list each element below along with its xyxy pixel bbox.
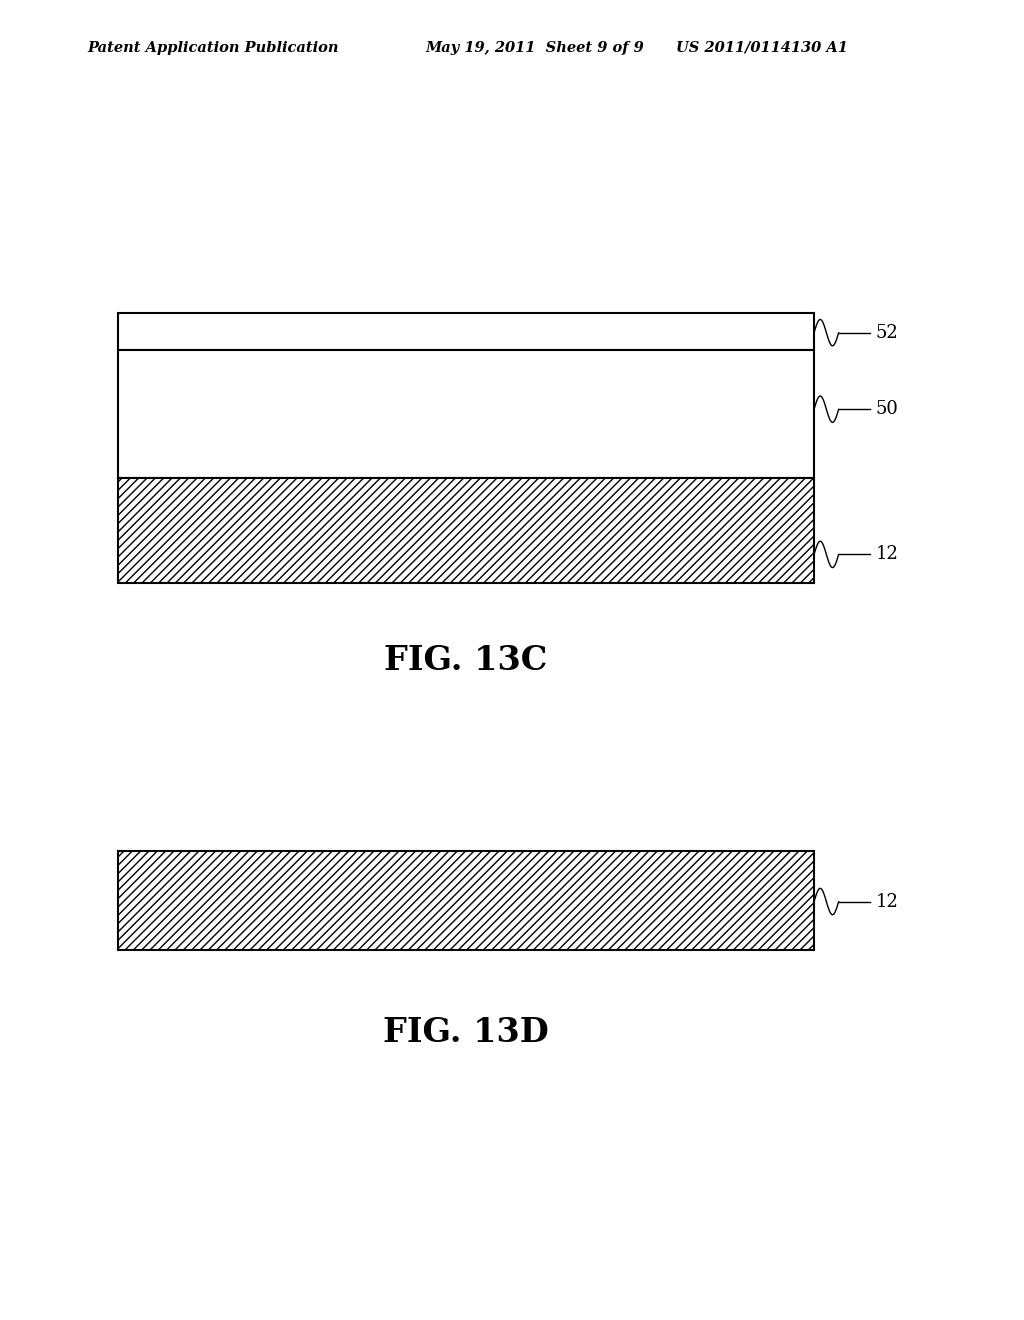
Text: FIG. 13D: FIG. 13D	[383, 1016, 549, 1048]
Text: May 19, 2011  Sheet 9 of 9: May 19, 2011 Sheet 9 of 9	[425, 41, 644, 54]
Text: FIG. 13C: FIG. 13C	[384, 644, 548, 676]
Text: 12: 12	[876, 545, 898, 564]
Text: 52: 52	[876, 323, 898, 342]
Text: 50: 50	[876, 400, 898, 418]
Text: 12: 12	[876, 892, 898, 911]
Bar	[118, 313, 814, 350]
Bar	[118, 851, 814, 950]
Bar	[118, 350, 814, 478]
Text: US 2011/0114130 A1: US 2011/0114130 A1	[676, 41, 848, 54]
Text: Patent Application Publication: Patent Application Publication	[87, 41, 339, 54]
Bar	[118, 478, 814, 583]
